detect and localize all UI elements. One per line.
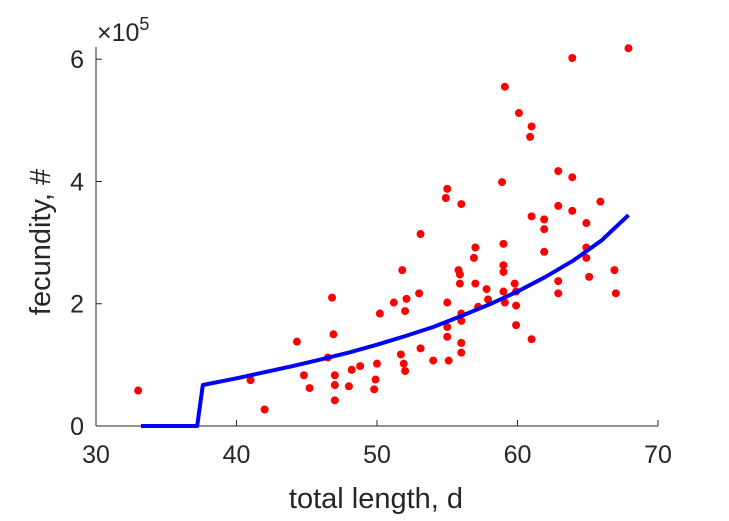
scatter-point: [373, 359, 381, 368]
scatter-point: [499, 261, 508, 270]
scatter-point: [540, 225, 549, 234]
scatter-point: [554, 167, 563, 176]
y-tick-label: 2: [70, 291, 84, 319]
scatter-point: [596, 197, 605, 206]
scatter-point: [499, 267, 508, 276]
scatter-point: [585, 272, 594, 281]
scatter-point: [582, 253, 591, 262]
y-tick-label: 6: [70, 46, 84, 74]
scatter-point: [527, 212, 536, 221]
scatter-point: [610, 266, 619, 275]
scatter-point: [398, 266, 407, 275]
x-tick-label: 60: [504, 441, 532, 469]
scatter-point: [399, 359, 408, 368]
scatter-point: [457, 348, 466, 357]
scatter-point: [246, 376, 255, 385]
scatter-point: [527, 335, 536, 344]
scatter-point: [441, 193, 450, 202]
y-tick-label: 4: [70, 168, 84, 196]
y-tick-label: 0: [70, 413, 84, 441]
scatter-point: [540, 215, 549, 224]
scatter-point: [444, 356, 453, 365]
scatter-point: [455, 279, 464, 288]
x-tick-label: 50: [363, 441, 391, 469]
scatter-point: [443, 332, 452, 341]
scatter-point: [389, 298, 398, 307]
scatter-point: [510, 279, 519, 288]
scatter-point: [498, 178, 507, 187]
scatter-point: [527, 122, 536, 131]
scatter-point: [482, 285, 491, 294]
scatter-point: [375, 309, 384, 318]
scatter-point: [500, 298, 509, 307]
scatter-point: [416, 344, 425, 353]
scatter-point: [568, 206, 577, 215]
scatter-point: [371, 375, 380, 384]
scatter-point: [370, 385, 379, 394]
scatter-point: [443, 298, 452, 307]
scatter-point: [305, 384, 314, 393]
scatter-point: [329, 330, 338, 339]
scatter-point: [554, 201, 563, 210]
scatter-point: [624, 44, 633, 53]
scatter-point: [500, 82, 509, 91]
scatter-point: [514, 109, 523, 118]
scatter-point: [457, 200, 466, 209]
x-tick-label: 30: [82, 441, 110, 469]
scatter-point: [328, 293, 337, 302]
y-ticks: 0 2 4 6: [70, 46, 102, 441]
scatter-point: [260, 405, 269, 414]
scatter-point: [540, 247, 549, 256]
scatter-point: [330, 371, 339, 380]
scatter-point: [401, 366, 410, 375]
scatter-point: [471, 243, 480, 252]
scatter-point: [396, 350, 405, 359]
scatter-point: [568, 54, 577, 63]
fitted-curve-line: [141, 213, 630, 428]
scatter-point: [356, 362, 365, 371]
scatter-point: [455, 270, 464, 279]
scatter-point: [443, 322, 452, 331]
scatter-point: [134, 386, 143, 395]
scatter-point: [299, 371, 308, 380]
scatter-point: [401, 307, 410, 316]
y-exponent-label: ×105: [97, 14, 149, 47]
scatter-point: [344, 382, 353, 391]
scatter-point: [471, 279, 480, 288]
scatter-point: [611, 289, 620, 298]
scatter-point: [330, 396, 339, 405]
axes: [95, 47, 658, 427]
scatter-point: [526, 132, 535, 141]
scatter-point: [512, 301, 521, 310]
scatter-point: [330, 381, 339, 390]
scatter-point: [512, 321, 521, 330]
scatter-point: [457, 338, 466, 347]
plot-series: [134, 44, 633, 428]
scatter-point: [415, 289, 424, 298]
y-exponent-base: ×10: [97, 19, 139, 47]
scatter-point: [469, 253, 478, 262]
y-exponent-power: 5: [139, 14, 149, 34]
x-tick-label: 40: [223, 441, 251, 469]
scatter-point: [554, 289, 563, 298]
scatter-point: [416, 230, 425, 239]
y-axis-label: fecundity, #: [25, 169, 57, 315]
scatter-point: [347, 365, 356, 374]
scatter-point: [499, 287, 508, 296]
scatter-point: [402, 294, 411, 303]
scatter-point: [568, 173, 577, 182]
scatter-point: [443, 184, 452, 193]
x-tick-label: 70: [644, 441, 672, 469]
scatter-point: [499, 239, 508, 248]
scatter-point: [582, 219, 591, 228]
scatter-point: [292, 337, 301, 346]
scatter-point: [429, 356, 438, 365]
x-axis-label: total length, d: [289, 483, 463, 515]
scatter-point: [483, 295, 492, 304]
scatter-point: [554, 277, 563, 286]
x-ticks: 30 40 50 60 70: [82, 420, 672, 469]
